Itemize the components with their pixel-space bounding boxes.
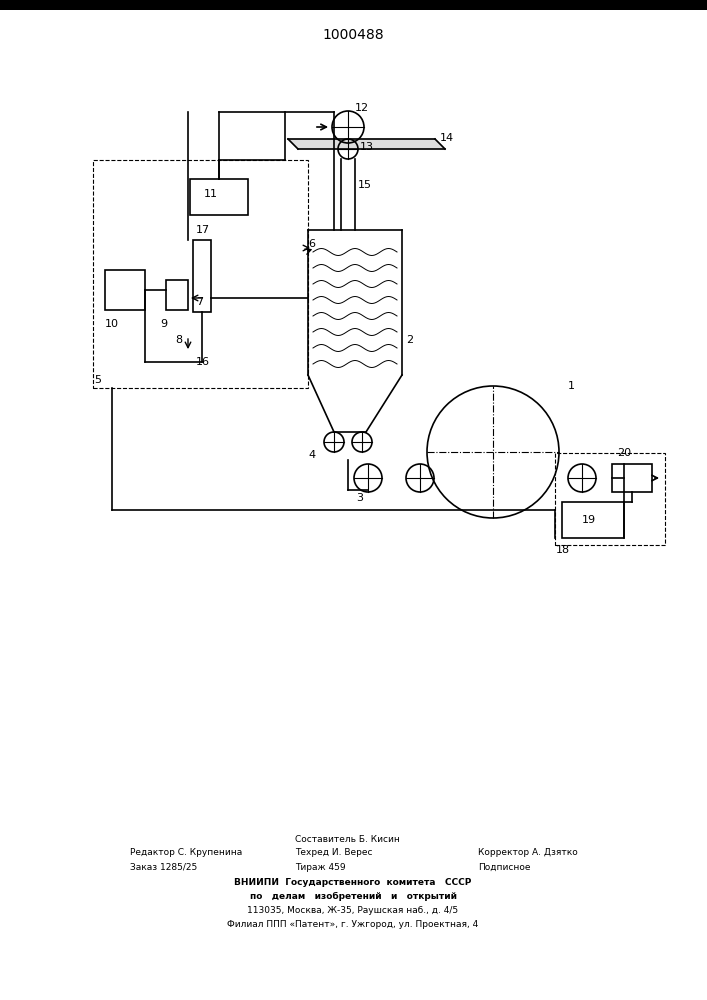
Text: 20: 20 [617,448,631,458]
Polygon shape [288,139,445,149]
Text: 10: 10 [105,319,119,329]
Text: Тираж 459: Тираж 459 [295,863,346,872]
Text: Заказ 1285/25: Заказ 1285/25 [130,863,197,872]
Bar [612,464,652,492]
Bar [0,0,707,10]
Text: 4: 4 [308,450,315,460]
Bar [105,270,145,310]
Text: ВНИИПИ  Государственного  комитета   СССР: ВНИИПИ Государственного комитета СССР [234,878,472,887]
Text: 17: 17 [196,225,210,235]
Bar [555,453,665,545]
Text: Подписное: Подписное [478,863,530,872]
Bar [562,502,624,538]
Bar [93,160,308,388]
Bar [166,280,188,310]
Text: 13: 13 [360,142,374,152]
Text: Корректор А. Дзятко: Корректор А. Дзятко [478,848,578,857]
Text: 19: 19 [582,515,596,525]
Text: по   делам   изобретений   и   открытий: по делам изобретений и открытий [250,892,457,901]
Text: 18: 18 [556,545,570,555]
Text: Составитель Б. Кисин: Составитель Б. Кисин [295,835,400,844]
Text: 12: 12 [355,103,369,113]
Text: 14: 14 [440,133,454,143]
Text: Техред И. Верес: Техред И. Верес [295,848,373,857]
Text: 1: 1 [568,381,575,391]
Text: 6: 6 [308,239,315,249]
Text: 8: 8 [175,335,182,345]
Bar [190,179,248,215]
Text: 3: 3 [356,493,363,503]
Text: 5: 5 [94,375,101,385]
Bar [193,240,211,312]
Text: 1000488: 1000488 [322,28,384,42]
Text: 2: 2 [406,335,413,345]
Text: 15: 15 [358,180,372,190]
Text: 16: 16 [196,357,210,367]
Text: 9: 9 [160,319,167,329]
Text: 113035, Москва, Ж-35, Раушская наб., д. 4/5: 113035, Москва, Ж-35, Раушская наб., д. … [247,906,459,915]
Text: Филиал ППП «Патент», г. Ужгород, ул. Проектная, 4: Филиал ППП «Патент», г. Ужгород, ул. Про… [228,920,479,929]
Text: Редактор С. Крупенина: Редактор С. Крупенина [130,848,243,857]
Text: 7: 7 [196,297,203,307]
Text: 11: 11 [204,189,218,199]
